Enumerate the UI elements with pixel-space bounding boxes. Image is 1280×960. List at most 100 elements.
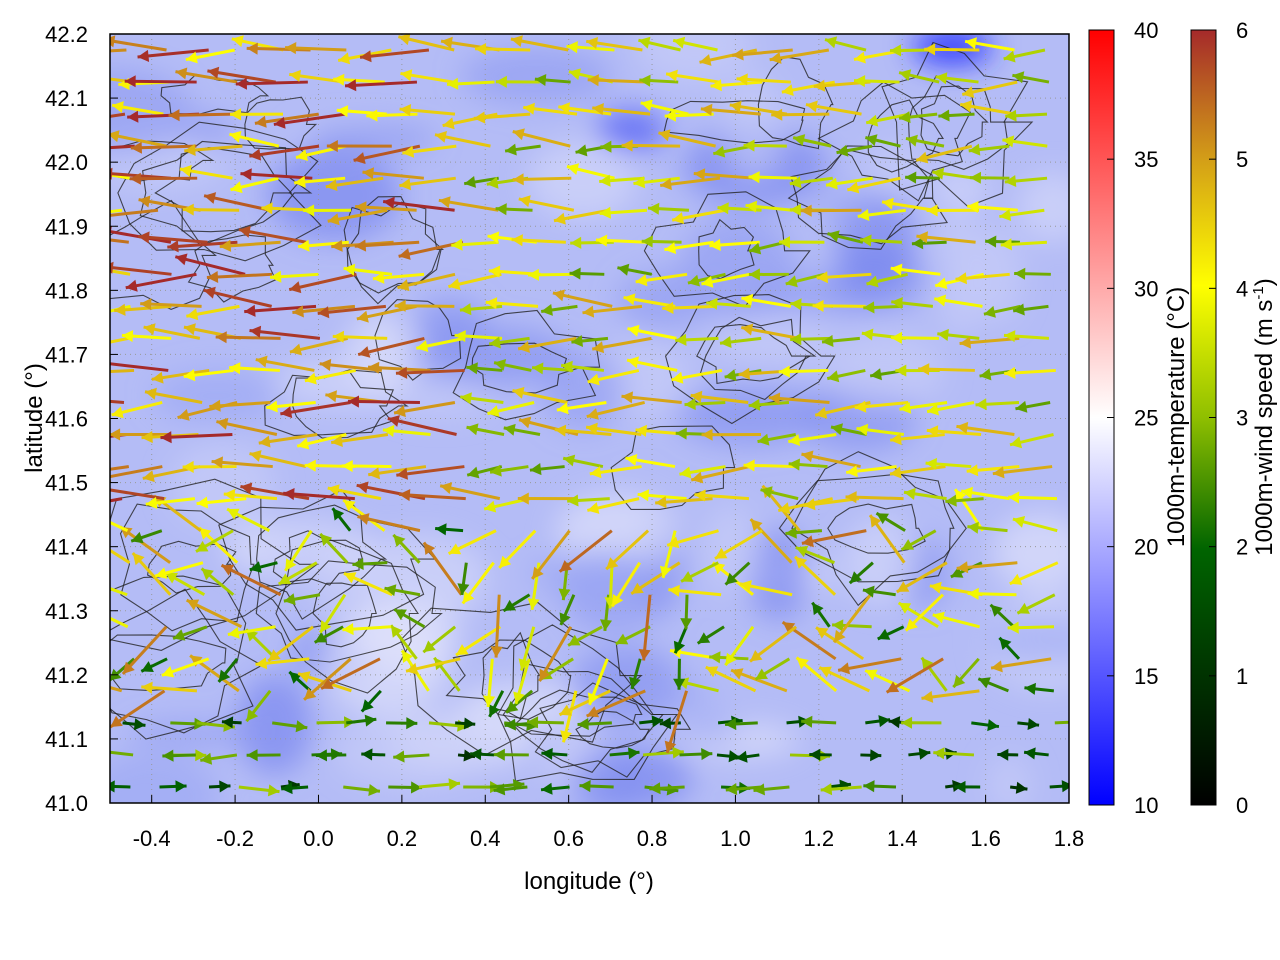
wind-vector [151,368,210,384]
wind-vector-head [338,52,351,65]
wind-vector-head [216,417,229,430]
wind-vector-head [899,111,911,124]
y-tick-label: 41.9 [45,214,88,239]
x-tick-label: -0.4 [133,826,171,851]
wind-vector [110,616,129,629]
wind-vector [975,398,1020,411]
wind-vector [818,666,870,693]
wind-vector [586,689,646,718]
wind-vector-head [110,780,115,793]
wind-vector [255,657,310,670]
x-tick-label: 1.4 [887,826,918,851]
terrain-contour [110,478,319,651]
wind-vector-shaft [382,199,455,212]
wind-vector-head [606,557,619,570]
wind-vector-head [945,494,957,507]
wind-vector-head [738,367,750,380]
wind-vector-head [760,486,773,499]
wind-vector-head [64,47,75,59]
wind-vector [503,423,541,436]
wind-vector-head [1024,682,1036,695]
wind-vector-head [847,181,860,194]
wind-vector-head [600,140,612,153]
wind-vector-head [713,145,726,158]
wind-vector-head [801,450,814,463]
wind-vector-head [368,361,380,374]
wind-vector-head [968,143,981,156]
wind-vector-shaft [1054,720,1069,725]
wind-vector [209,399,271,412]
wind-vector-head [953,674,966,688]
temperature-patch [528,141,637,220]
wind-vector [821,334,860,347]
wind-vector-head [731,668,744,680]
wind-vector-head [625,454,638,466]
y-tick-label: 41.7 [45,342,88,367]
terrain-contour [481,631,541,720]
wind-vector-head [195,749,207,762]
wind-vector [266,400,316,413]
wind-vector-head [460,392,472,405]
wind-vector-head [493,783,506,796]
wind-vector [934,294,983,308]
wind-vector [1009,561,1059,586]
terrain-contour [696,324,812,385]
wind-vector-head [451,238,463,251]
wind-vector [359,48,430,63]
wind-vector [495,203,533,216]
wind-vector-head [494,359,507,371]
wind-vector [961,80,1018,98]
wind-vector-head [490,464,502,477]
wind-vector [569,267,605,280]
wind-vector [240,482,310,501]
wind-vector-head [357,513,370,525]
wind-vector-head [298,671,311,683]
wind-colorbar: 0 1 2 3 4 5 6 1000m-wind speed (m s-1) [1190,18,1278,818]
wind-vector-head [129,172,141,185]
wind-vector-shaft [110,77,134,84]
wind-vector [154,561,204,579]
wind-vector [382,196,455,212]
y-tick-label: 42.0 [45,150,88,175]
wind-vector-head [701,748,713,761]
wind-vector-head [1004,366,1016,379]
wind-vector-head [297,437,310,450]
wind-vector [920,656,948,692]
wind-vector [694,489,750,502]
wind-vector-head [700,103,713,116]
wind-vector-head [856,423,869,436]
wind-vector-head [519,416,532,429]
wind-vector-head [229,362,241,375]
wind-vector [269,270,319,283]
wind-vector [856,423,905,437]
wind-vector-head [505,143,517,156]
wind-vector-head [186,308,199,321]
wind-vector-head [143,323,156,336]
wind-vector [238,784,280,797]
wind-vector [249,561,278,573]
wind-vector-head [219,780,231,793]
wind-vector-head [904,487,916,500]
wind-vector-head [641,235,653,248]
wind-vector-head [273,116,286,129]
x-tick-label: 0.0 [303,826,334,851]
wind-vector-head [475,43,487,56]
wind-vector [690,390,749,404]
wind-vector [200,752,238,765]
wind-vector-head [493,748,505,761]
wind-vector [556,400,607,415]
wind-vector [591,336,652,354]
terrain-contour [275,538,420,694]
wind-vector-head [954,780,966,793]
wind-vector-head [142,470,155,483]
wind-vector [865,112,911,127]
wind-vector-head [891,297,903,309]
wind-vector [223,488,278,501]
wind-vector-shaft [110,587,128,597]
wind-vector-shaft [174,255,246,276]
wind-vector-head [639,74,651,87]
wind-vector-shaft [240,485,310,501]
wind-vector-head [354,239,367,252]
wind-vector [466,362,503,375]
wind-vector [541,747,568,760]
